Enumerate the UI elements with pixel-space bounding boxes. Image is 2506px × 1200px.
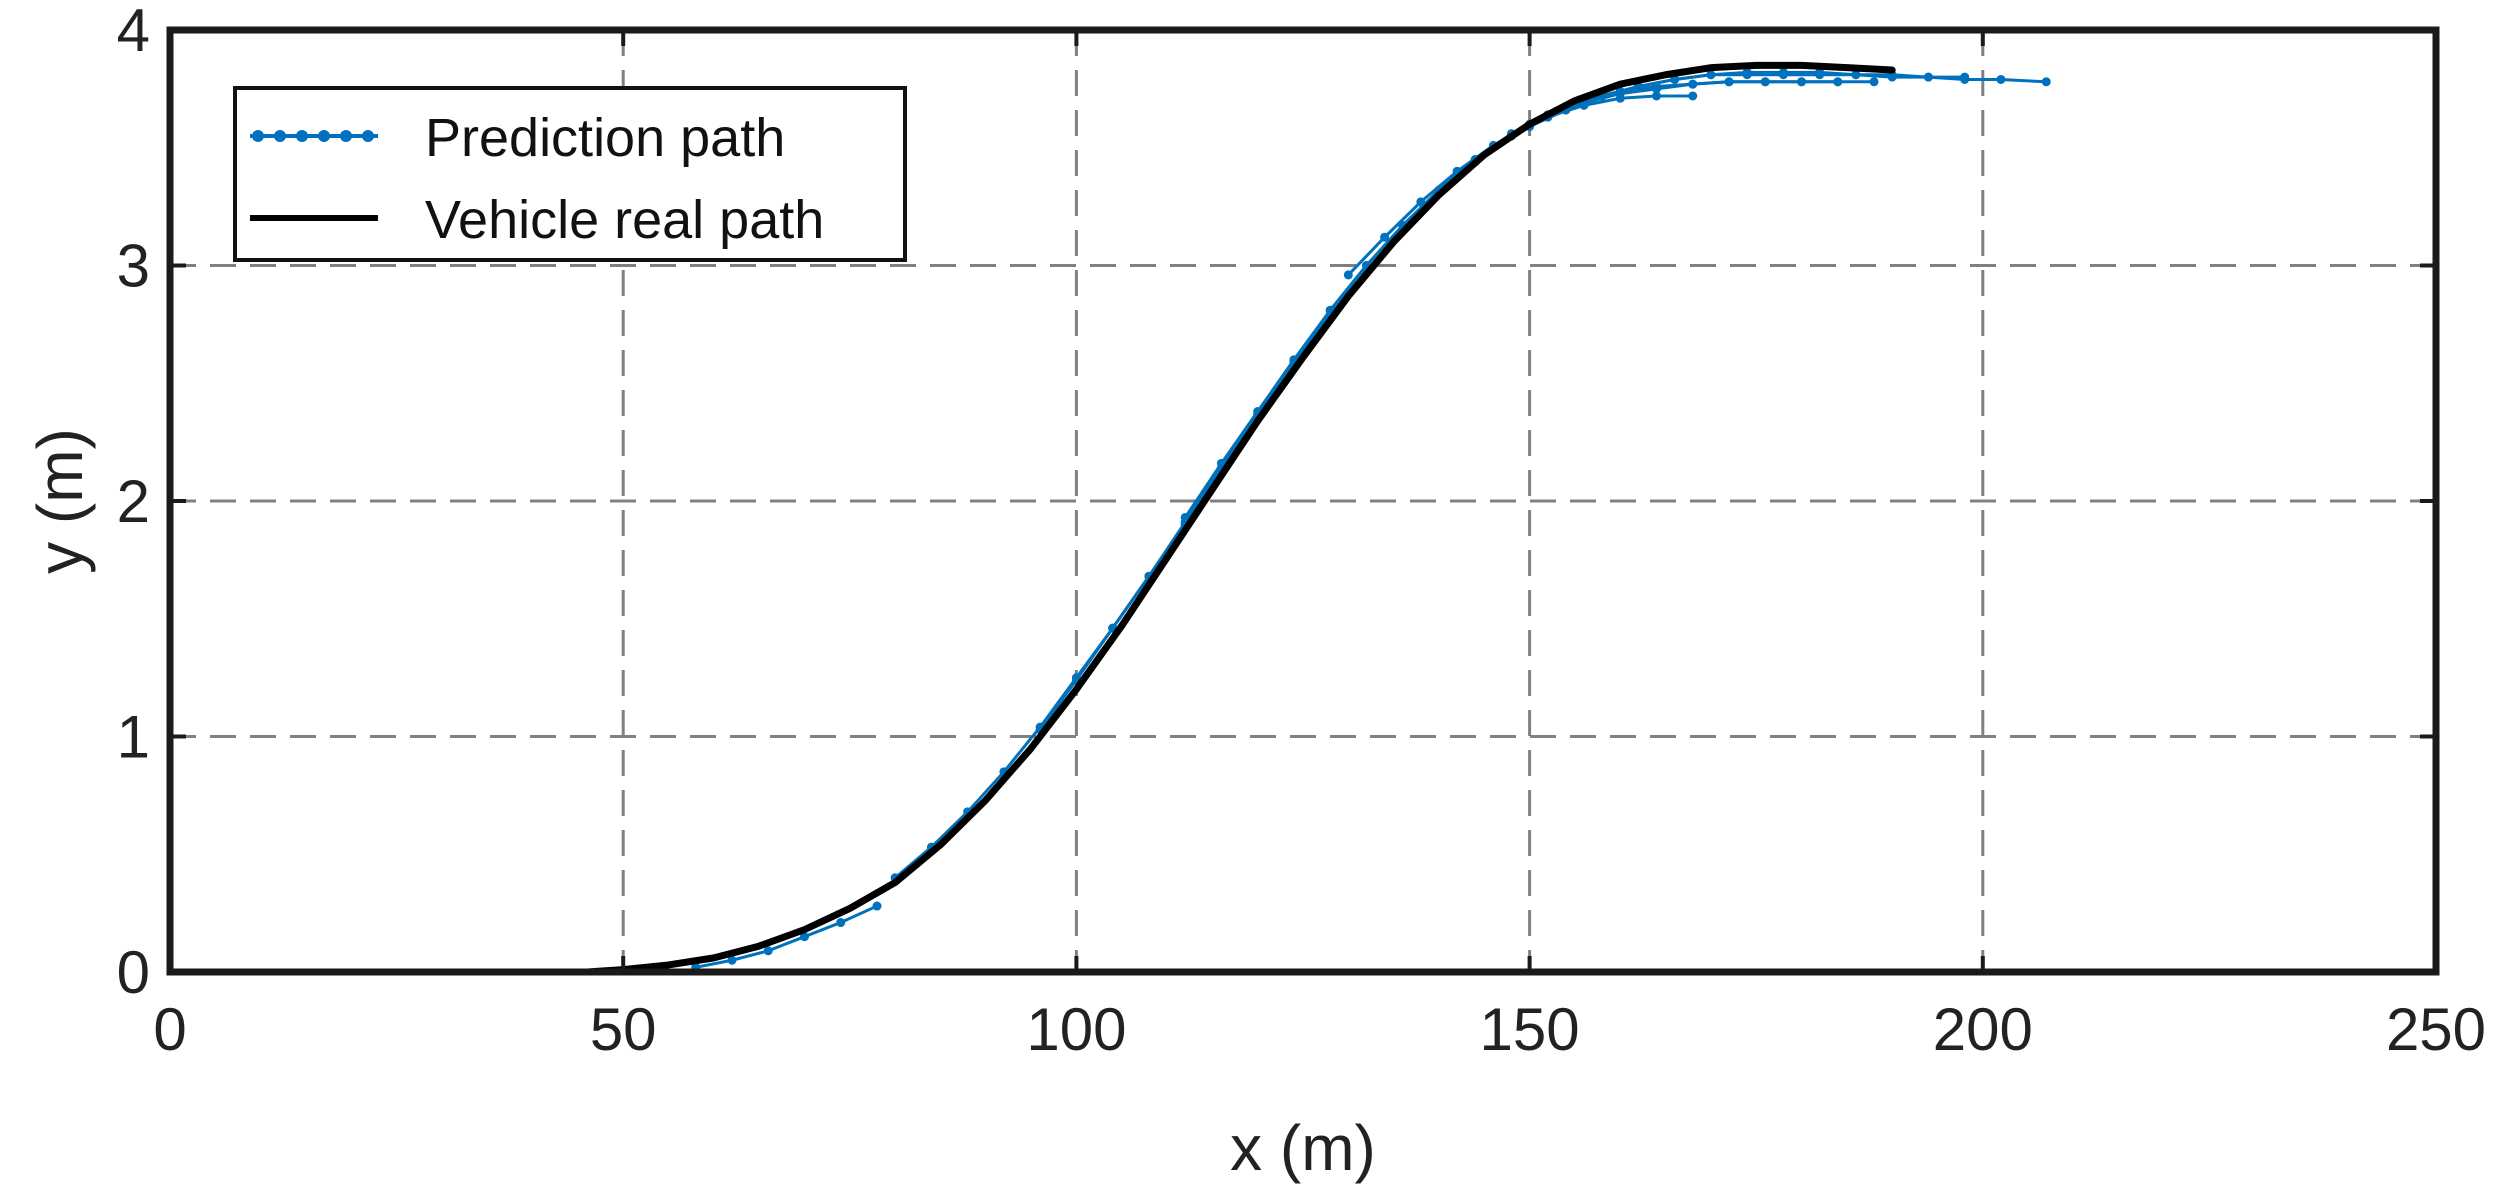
prediction-path-point bbox=[1797, 77, 1807, 87]
prediction-path-point bbox=[1216, 458, 1226, 468]
legend-prediction-marker bbox=[318, 130, 330, 142]
legend-prediction-marker bbox=[252, 130, 264, 142]
x-axis-label: x (m) bbox=[1230, 1112, 1376, 1184]
x-tick-label: 200 bbox=[1933, 996, 2033, 1063]
prediction-path-point bbox=[1833, 77, 1843, 87]
prediction-path-line bbox=[695, 904, 878, 969]
prediction-path-point bbox=[1851, 70, 1861, 80]
y-tick-label: 0 bbox=[117, 939, 150, 1006]
prediction-path-point bbox=[1724, 77, 1734, 87]
prediction-path-point bbox=[2041, 77, 2051, 87]
prediction-path-point bbox=[1960, 74, 1970, 84]
prediction-path-point bbox=[1688, 91, 1698, 101]
y-tick-label: 1 bbox=[117, 704, 150, 771]
prediction-path-point bbox=[836, 918, 846, 928]
prediction-path-point bbox=[1869, 77, 1879, 87]
x-tick-label: 50 bbox=[590, 996, 657, 1063]
x-tick-label: 150 bbox=[1480, 996, 1580, 1063]
y-tick-label: 2 bbox=[117, 468, 150, 535]
legend-prediction-marker bbox=[340, 130, 352, 142]
x-tick-label: 100 bbox=[1026, 996, 1126, 1063]
prediction-path-point bbox=[1778, 67, 1788, 77]
vehicle-real-path-line bbox=[583, 61, 1896, 976]
legend-real-label: Vehicle real path bbox=[425, 190, 824, 250]
prediction-path-point bbox=[1996, 74, 2006, 84]
grid bbox=[170, 30, 2436, 972]
prediction-path-point bbox=[1923, 72, 1933, 82]
prediction-path-point bbox=[1416, 197, 1426, 207]
y-tick-label: 3 bbox=[117, 233, 150, 300]
legend-prediction-label: Prediction path bbox=[425, 108, 785, 168]
x-tick-label: 0 bbox=[153, 996, 186, 1063]
prediction-path-point bbox=[1651, 91, 1661, 101]
prediction-path-point bbox=[1760, 77, 1770, 87]
prediction-path-point bbox=[1343, 270, 1353, 280]
y-tick-label: 4 bbox=[117, 0, 150, 64]
prediction-path-point bbox=[727, 955, 737, 965]
prediction-path-point bbox=[1742, 67, 1752, 77]
series-layer bbox=[583, 61, 2051, 976]
ticks: 0 50 100 150 200 250 0 1 2 3 4 bbox=[117, 0, 2486, 1063]
prediction-path-point bbox=[799, 932, 809, 942]
x-tick-label: 250 bbox=[2386, 996, 2486, 1063]
prediction-path-point bbox=[1380, 232, 1390, 242]
prediction-path-point bbox=[1815, 67, 1825, 77]
prediction-path-point bbox=[1706, 70, 1716, 80]
prediction-path-point bbox=[1180, 512, 1190, 522]
y-axis-label: y (m) bbox=[24, 428, 96, 574]
prediction-path-point bbox=[1688, 79, 1698, 89]
legend-prediction-markers bbox=[252, 130, 374, 142]
prediction-path-point bbox=[763, 946, 773, 956]
legend: Prediction path Vehicle real path bbox=[233, 86, 907, 262]
legend-prediction-marker bbox=[362, 130, 374, 142]
legend-prediction-marker bbox=[274, 130, 286, 142]
legend-box bbox=[233, 86, 907, 262]
prediction-path-point bbox=[872, 901, 882, 911]
legend-prediction-marker bbox=[296, 130, 308, 142]
